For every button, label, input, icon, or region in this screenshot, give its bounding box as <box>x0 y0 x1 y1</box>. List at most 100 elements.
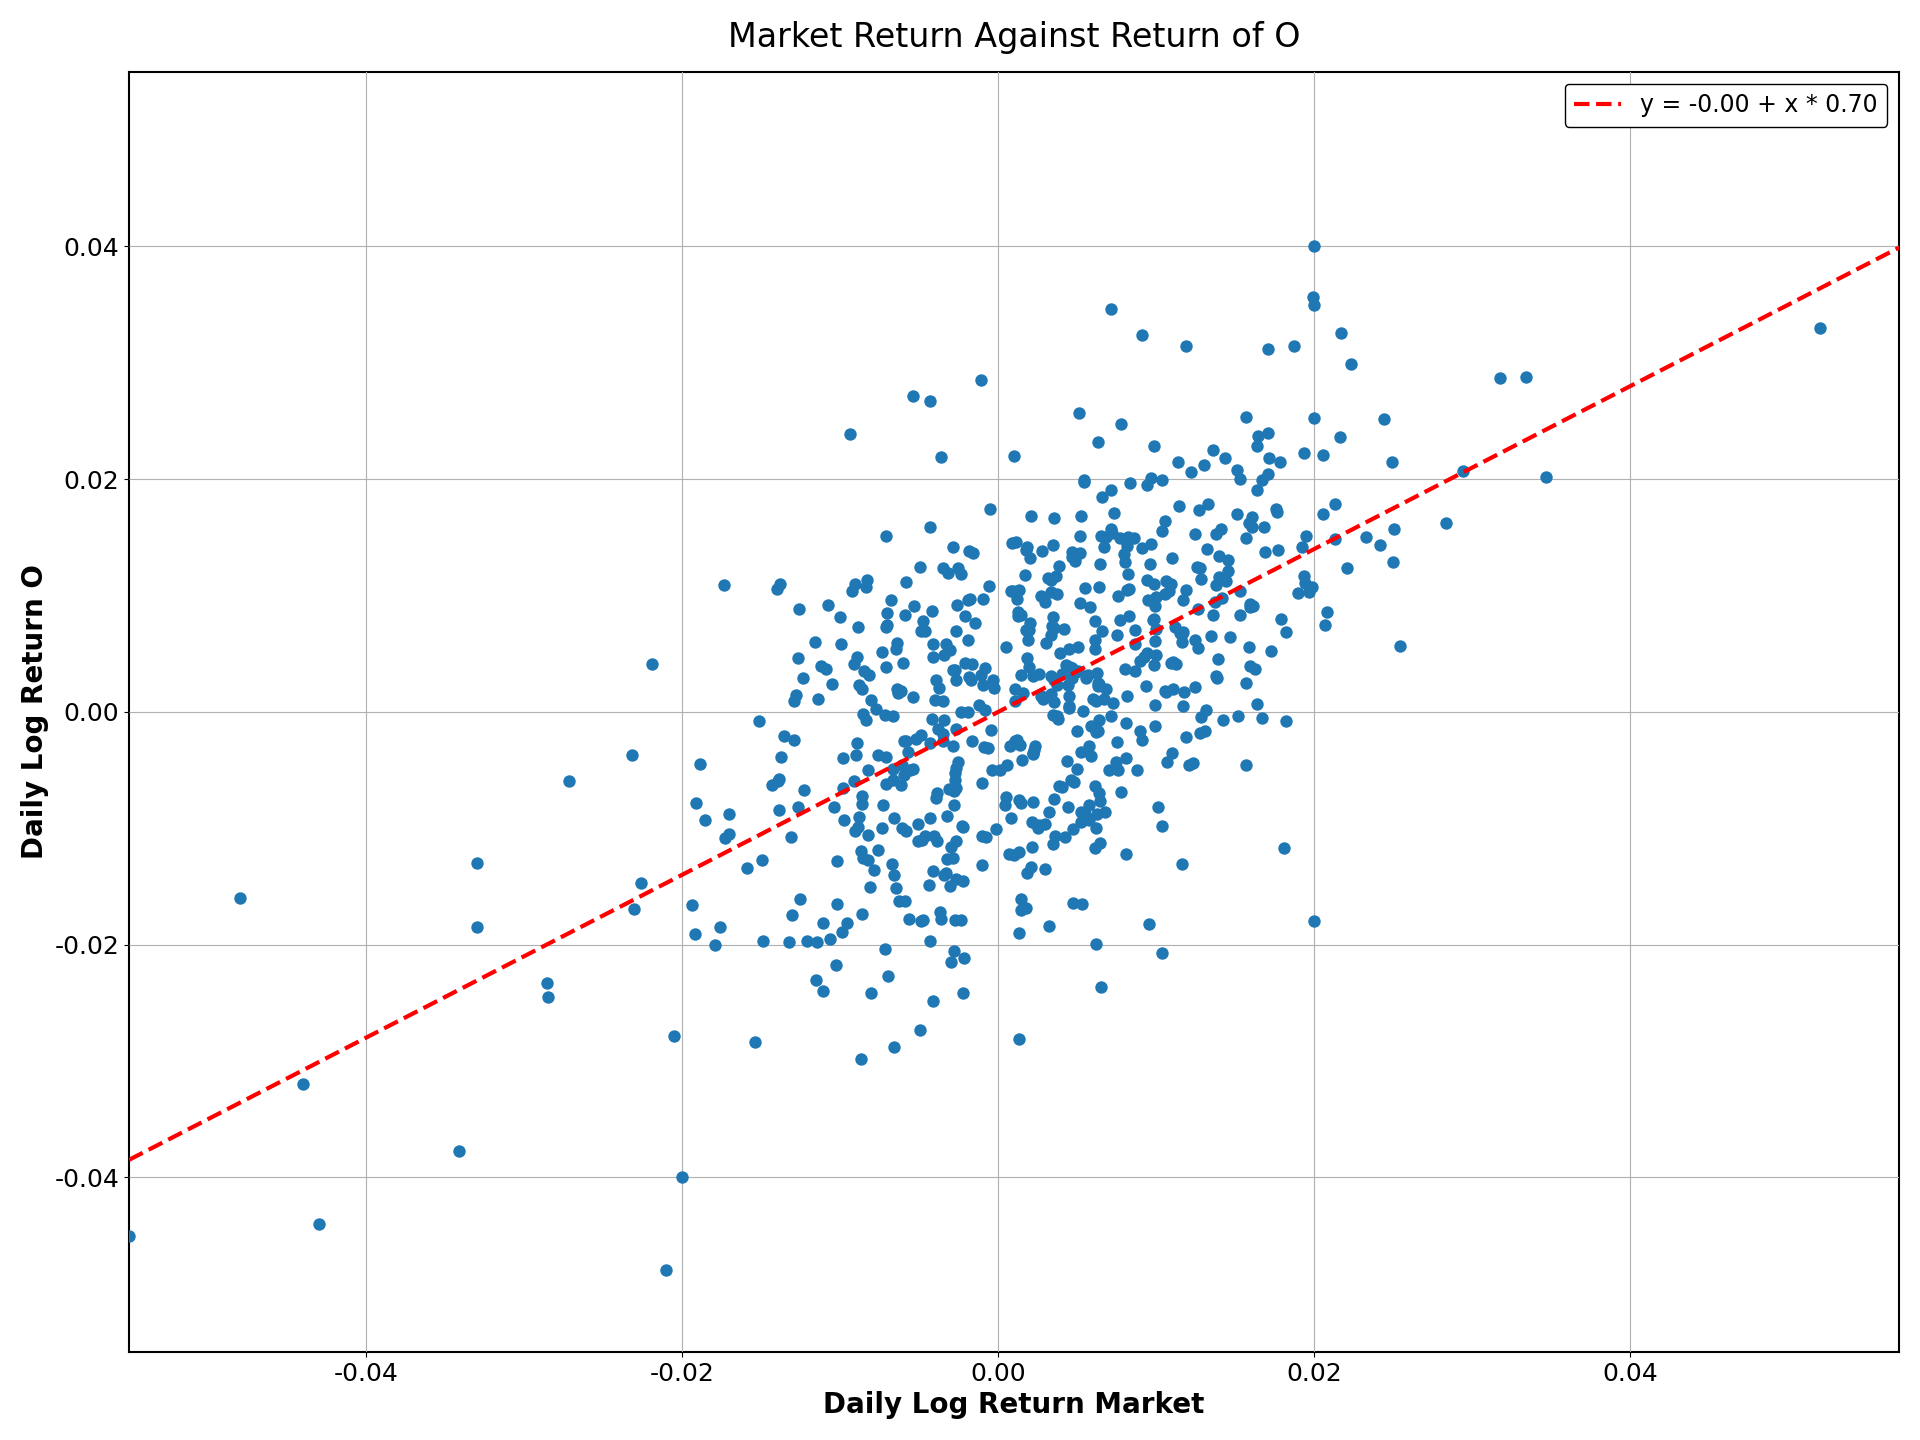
Point <box>1020 739 1050 762</box>
Point <box>1235 655 1265 678</box>
Point <box>1365 533 1396 556</box>
Point <box>914 732 945 755</box>
Point <box>1102 757 1133 780</box>
Point <box>1008 681 1039 704</box>
Point <box>1079 638 1110 661</box>
Point <box>910 824 941 847</box>
Point <box>887 816 918 840</box>
Point <box>927 729 958 752</box>
Point <box>1210 446 1240 469</box>
Point <box>1146 520 1177 543</box>
Point <box>941 829 972 852</box>
Point <box>887 753 918 776</box>
Point <box>1085 524 1116 547</box>
Point <box>1083 708 1114 732</box>
Point <box>1058 891 1089 914</box>
Point <box>885 773 916 796</box>
Point <box>1225 579 1256 602</box>
Point <box>1162 451 1192 474</box>
Point <box>876 852 906 876</box>
Point <box>1231 405 1261 428</box>
Point <box>841 572 872 595</box>
Point <box>1002 605 1033 628</box>
Point <box>1139 435 1169 458</box>
Point <box>868 793 899 816</box>
Point <box>941 909 972 932</box>
Point <box>852 757 883 780</box>
Point <box>914 389 945 412</box>
Point <box>900 727 931 750</box>
Point <box>1037 613 1068 636</box>
Point <box>532 972 563 995</box>
Point <box>941 717 972 740</box>
Point <box>1242 478 1273 501</box>
Point <box>939 940 970 963</box>
Point <box>1146 814 1177 837</box>
Point <box>676 894 707 917</box>
Point <box>822 893 852 916</box>
Point <box>948 982 979 1005</box>
Point <box>1173 753 1204 776</box>
Point <box>950 651 981 674</box>
Point <box>1196 625 1227 648</box>
Point <box>968 674 998 697</box>
Point <box>1002 600 1033 624</box>
Point <box>618 897 649 920</box>
Point <box>885 680 916 703</box>
Point <box>1054 697 1085 720</box>
Point <box>1056 667 1087 690</box>
Point <box>1260 498 1290 521</box>
Point <box>1027 540 1058 563</box>
Point <box>964 693 995 716</box>
Point <box>1256 639 1286 662</box>
Point <box>1089 688 1119 711</box>
Point <box>899 685 929 708</box>
Point <box>1012 861 1043 884</box>
Point <box>1039 690 1069 713</box>
Point <box>1265 451 1296 474</box>
Point <box>225 887 255 910</box>
Point <box>1125 719 1156 742</box>
Point <box>1325 426 1356 449</box>
Point <box>931 805 962 828</box>
Point <box>948 815 979 838</box>
Point <box>651 1259 682 1282</box>
Point <box>908 909 939 932</box>
Point <box>908 611 939 634</box>
Point <box>1106 780 1137 804</box>
Point <box>1025 585 1056 608</box>
Point <box>1231 671 1261 694</box>
Point <box>870 937 900 960</box>
Point <box>1083 674 1114 697</box>
Point <box>925 900 956 923</box>
Point <box>1300 235 1331 258</box>
Point <box>1150 582 1181 605</box>
Point <box>1236 595 1267 618</box>
Point <box>1158 678 1188 701</box>
Point <box>1006 603 1037 626</box>
Point <box>1150 680 1181 703</box>
Point <box>870 655 900 678</box>
Point <box>918 599 948 622</box>
Point <box>1018 811 1048 834</box>
Point <box>935 950 966 973</box>
Point <box>1140 714 1171 737</box>
Point <box>973 575 1004 598</box>
Point <box>810 657 841 680</box>
Point <box>710 827 741 850</box>
Point <box>841 645 872 668</box>
Point <box>1167 694 1198 717</box>
Point <box>1014 655 1044 678</box>
Point <box>1027 685 1058 708</box>
Point <box>1035 683 1066 706</box>
Point <box>766 746 797 769</box>
Point <box>1029 812 1060 835</box>
Point <box>1223 704 1254 727</box>
Point <box>1112 711 1142 734</box>
Point <box>1091 678 1121 701</box>
Point <box>1068 893 1098 916</box>
Point <box>1004 733 1035 756</box>
Point <box>1331 557 1361 580</box>
Point <box>937 847 968 870</box>
Point <box>789 779 820 802</box>
